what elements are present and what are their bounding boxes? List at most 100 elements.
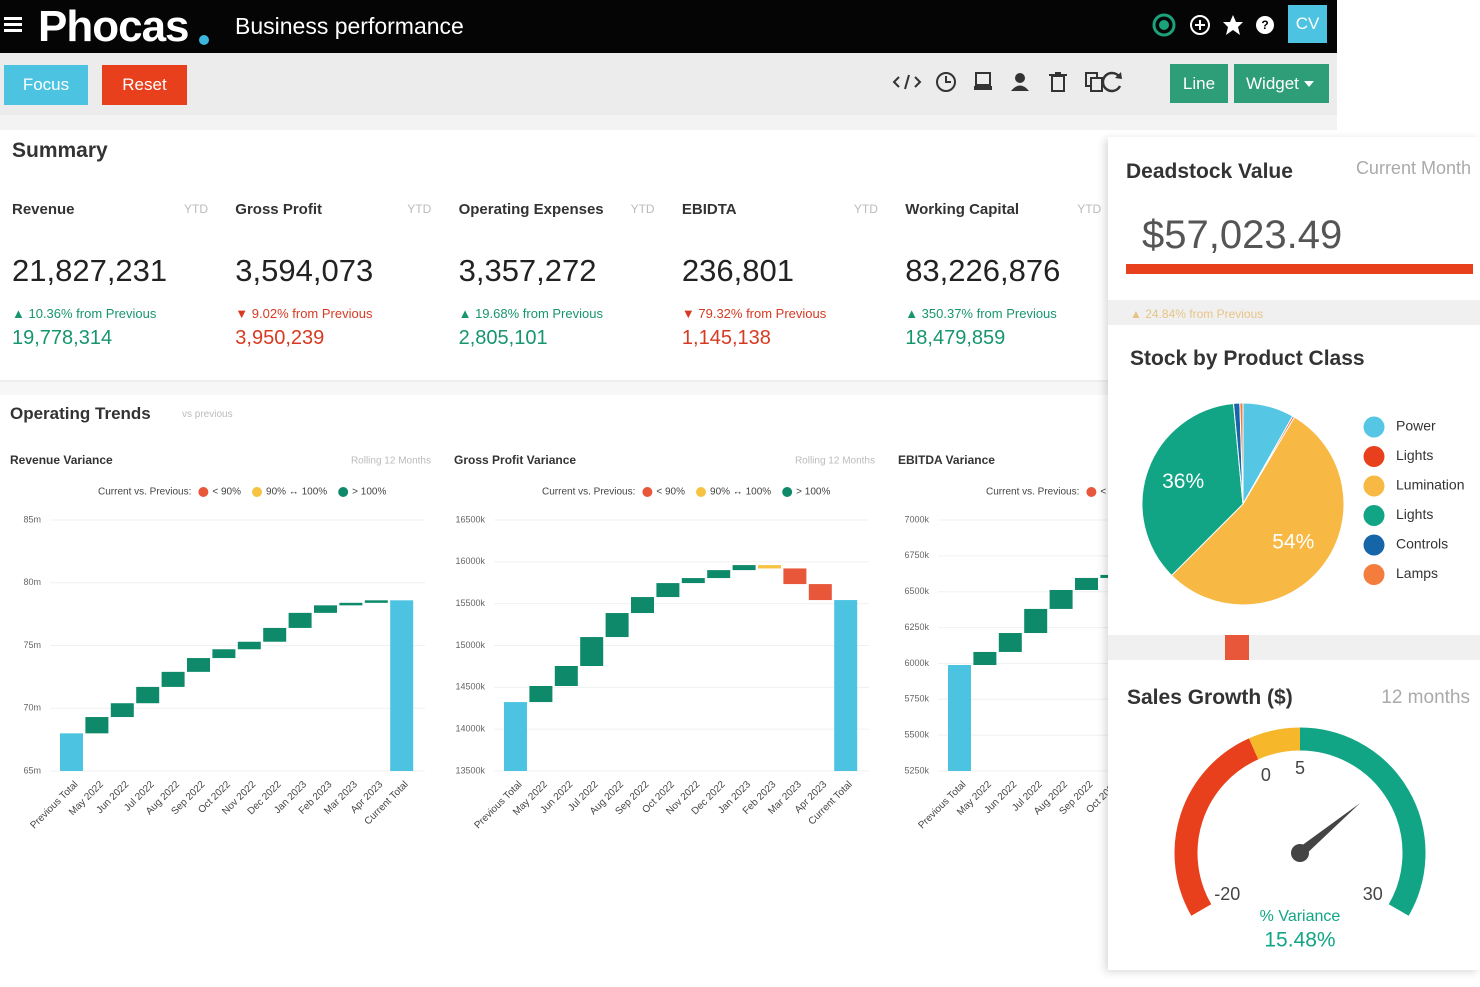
- kpi-previous: 2,805,101: [458, 327, 548, 349]
- scroll-marker: [1225, 635, 1249, 660]
- header-icons[interactable]: ?: [1150, 10, 1280, 42]
- bar: [314, 605, 337, 613]
- legend-label: > 100%: [796, 487, 830, 498]
- kpi-change: ▲ 19.68% from Previous: [458, 305, 603, 321]
- bar: [60, 733, 83, 771]
- y-tick-label: 5750k: [904, 694, 929, 704]
- y-tick-label: 6750k: [904, 550, 929, 560]
- y-tick-label: 15000k: [455, 640, 485, 650]
- deadstock-bar: [1126, 264, 1473, 274]
- chart-title: Revenue Variance: [10, 453, 113, 467]
- y-tick-label: 85m: [23, 514, 41, 524]
- bar: [212, 649, 236, 659]
- bar: [580, 637, 604, 666]
- bar: [1100, 574, 1108, 578]
- legend-swatch: [198, 487, 209, 497]
- y-tick-label: 5250k: [904, 765, 929, 775]
- bar: [110, 703, 134, 718]
- chart-title: EBITDA Variance: [898, 453, 995, 467]
- widget-button[interactable]: Widget: [1234, 64, 1329, 103]
- legend-swatch: [1086, 487, 1097, 497]
- kpi-label: EBIDTA: [681, 200, 737, 218]
- toolbar-icons[interactable]: [892, 68, 1142, 98]
- card-title: Sales Growth ($): [1127, 685, 1293, 709]
- kpi-label: Working Capital: [905, 200, 1020, 218]
- kpi-previous: 1,145,138: [681, 327, 771, 349]
- section-title: Summary: [12, 138, 108, 162]
- bar: [834, 600, 858, 771]
- toolbar: [0, 53, 1337, 115]
- kpi-change: ▲ 350.37% from Previous: [905, 305, 1057, 321]
- logo: Phocas: [38, 2, 190, 51]
- bar: [161, 671, 185, 687]
- legend-swatch: [696, 487, 707, 497]
- bar: [1075, 577, 1098, 590]
- bar: [1024, 608, 1048, 634]
- bar: [504, 702, 527, 771]
- legend-label: 90% ↔ 100%: [710, 487, 771, 498]
- line-button[interactable]: Line: [1170, 64, 1228, 103]
- y-tick-label: 13500k: [455, 765, 485, 775]
- legend-label: < 90%: [656, 487, 685, 498]
- y-tick-label: 6250k: [904, 622, 929, 632]
- kpi-period: YTD: [853, 202, 878, 216]
- panel-gap: [1108, 300, 1480, 325]
- section-title: Operating Trends: [10, 403, 151, 423]
- user-avatar[interactable]: CV: [1288, 5, 1327, 43]
- kpi-period: YTD: [407, 202, 432, 216]
- bar: [85, 717, 109, 734]
- trend-charts: Revenue Variance Rolling 12 Months Current…: [10, 453, 1108, 831]
- y-tick-label: 16500k: [455, 514, 485, 524]
- kpi-period: YTD: [184, 202, 208, 216]
- logo-dot: [199, 35, 209, 45]
- chart-subtitle: Rolling 12 Months: [351, 456, 431, 467]
- y-tick-label: 16000k: [455, 556, 485, 566]
- legend-swatch: [782, 487, 793, 497]
- kpi-value: 83,226,876: [905, 252, 1061, 288]
- bar: [364, 600, 388, 603]
- bar: [1049, 589, 1073, 609]
- kpi-change: ▲ 10.36% from Previous: [12, 305, 157, 321]
- card-title: Deadstock Value: [1126, 159, 1293, 183]
- y-tick-label: 65m: [23, 765, 41, 775]
- reset-button[interactable]: Reset: [102, 65, 187, 105]
- bar: [808, 584, 832, 601]
- bar: [136, 686, 160, 704]
- bar: [656, 583, 680, 598]
- kpi-value: 3,594,073: [235, 252, 374, 288]
- menu-icon[interactable]: [4, 17, 24, 33]
- kpi-label: Revenue: [12, 200, 75, 218]
- bar: [554, 665, 578, 686]
- svg-text:?: ?: [1261, 18, 1268, 32]
- card-title: Stock by Product Class: [1130, 346, 1365, 370]
- dropdown-caret: [1304, 81, 1314, 87]
- page-title: Business performance: [235, 13, 464, 39]
- bar: [339, 602, 363, 606]
- kpi-value: 21,827,231: [12, 252, 168, 288]
- focus-button[interactable]: Focus: [4, 65, 88, 105]
- y-tick-label: 14500k: [455, 682, 485, 692]
- y-tick-label: 15500k: [455, 598, 485, 608]
- deadstock-change: ▲ 24.84% from Previous: [1130, 307, 1264, 321]
- bar: [948, 665, 971, 771]
- bar: [390, 600, 414, 771]
- legend-title: Current vs. Previous:: [986, 487, 1079, 498]
- legend-label: < 90%: [1100, 487, 1108, 498]
- legend-label: > 100%: [352, 487, 386, 498]
- kpi-change: ▼ 9.02% from Previous: [235, 305, 373, 321]
- y-tick-label: 80m: [23, 577, 41, 587]
- section-subtitle: vs previous: [182, 409, 233, 420]
- kpi-previous: 19,778,314: [12, 327, 113, 349]
- bar: [288, 612, 312, 628]
- bar: [605, 613, 629, 638]
- legend-title: Current vs. Previous:: [98, 487, 191, 498]
- kpi-period: YTD: [1077, 202, 1102, 216]
- legend-title: Current vs. Previous:: [542, 487, 635, 498]
- bar: [732, 565, 756, 571]
- legend-label: < 90%: [212, 487, 241, 498]
- legend-swatch: [338, 487, 349, 497]
- kpi-label: Gross Profit: [235, 200, 322, 218]
- chart-subtitle: Rolling 12 Months: [795, 456, 875, 467]
- bar: [263, 627, 287, 642]
